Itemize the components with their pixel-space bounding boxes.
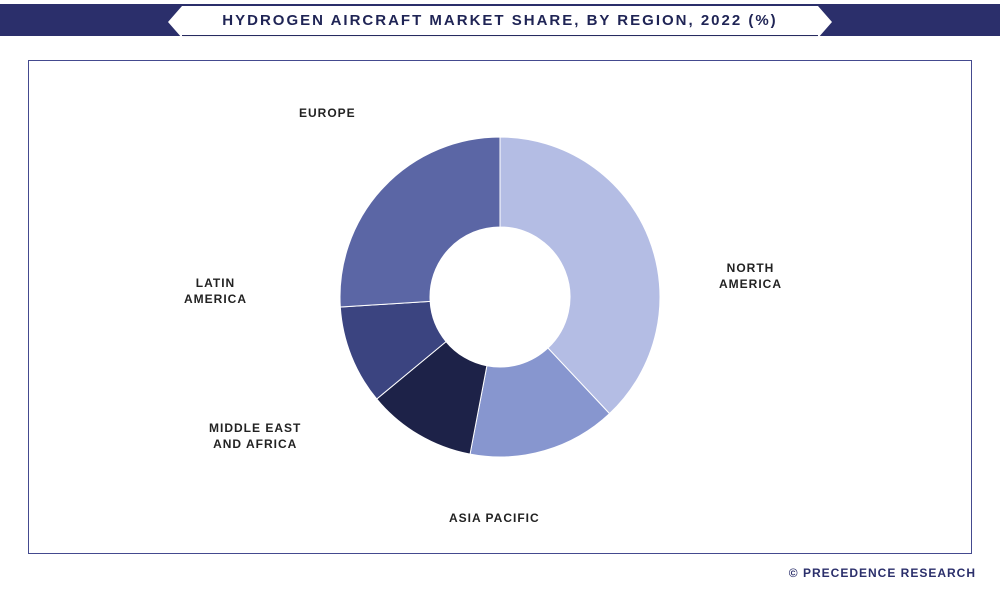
slice-label: NORTH AMERICA <box>719 261 782 292</box>
title-bar: HYDROGEN AIRCRAFT MARKET SHARE, BY REGIO… <box>0 0 1000 40</box>
chart-frame: NORTH AMERICA ASIA PACIFIC MIDDLE EAST AND… <box>28 60 972 554</box>
slice-label: LATIN AMERICA <box>184 276 247 307</box>
donut-svg <box>320 117 680 477</box>
chart-title: HYDROGEN AIRCRAFT MARKET SHARE, BY REGIO… <box>182 6 817 35</box>
slice-label: ASIA PACIFIC <box>449 511 540 527</box>
donut-slice <box>340 137 500 307</box>
slice-label: MIDDLE EAST AND AFRICA <box>209 421 301 452</box>
slice-label: EUROPE <box>299 106 356 122</box>
credit-text: © PRECEDENCE RESEARCH <box>789 566 976 580</box>
donut-chart <box>29 61 971 553</box>
